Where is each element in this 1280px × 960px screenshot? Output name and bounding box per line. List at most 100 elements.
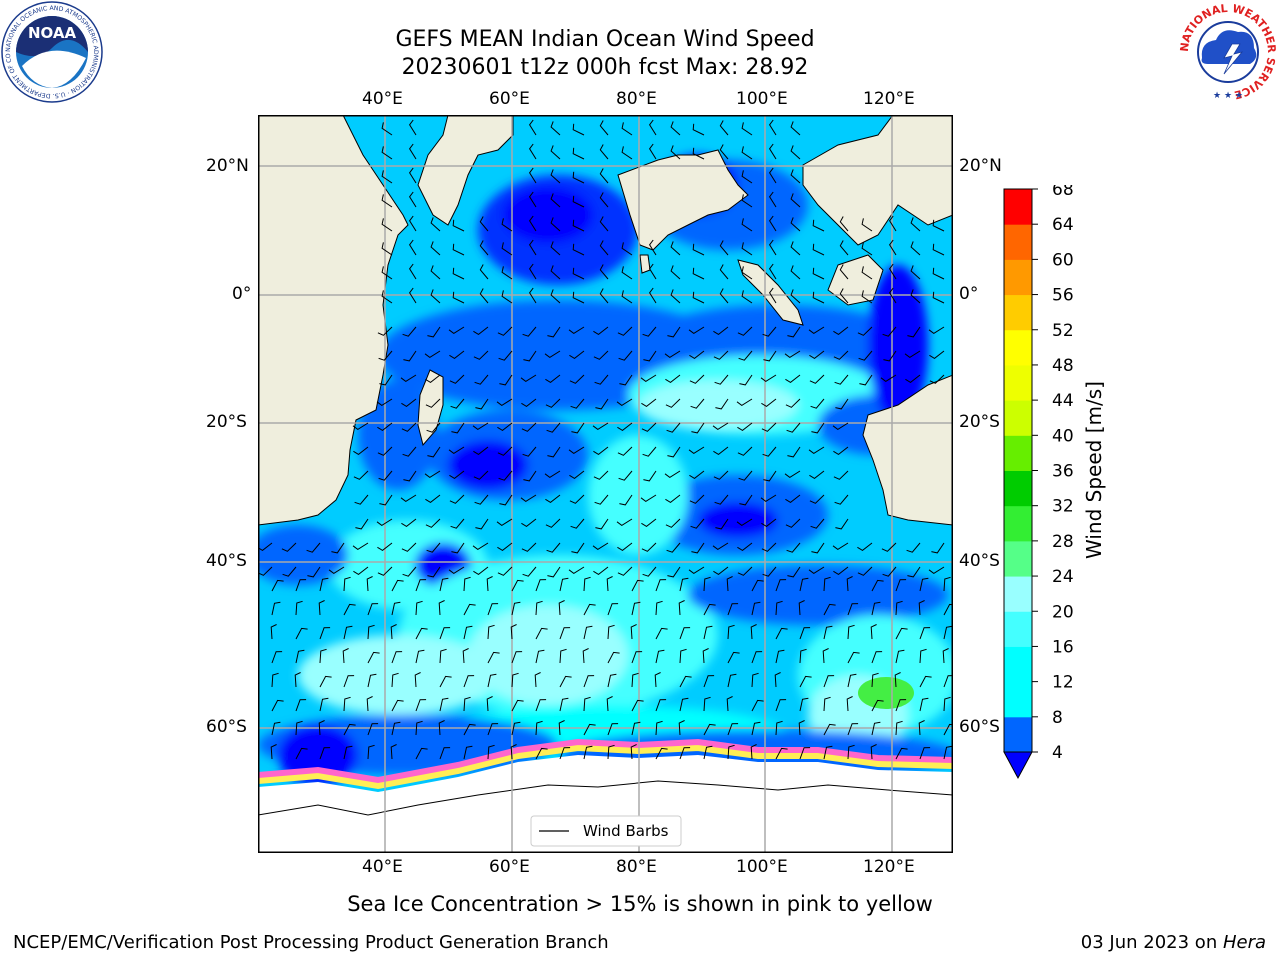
wind-barb	[834, 494, 849, 505]
wind-barb	[451, 422, 465, 434]
wind-barb	[607, 624, 615, 640]
wind-barb	[547, 566, 561, 578]
wind-barb	[438, 600, 445, 616]
top-lon-label-80e: 80°E	[616, 89, 657, 109]
wind-barb	[391, 651, 403, 664]
wind-barb	[528, 191, 537, 208]
wind-barb	[719, 264, 729, 280]
noaa-logo-text: NOAA	[28, 24, 77, 42]
wind-barb	[726, 576, 733, 592]
left-lat-label-20n: 20°N	[206, 156, 249, 176]
wind-barb	[352, 542, 369, 551]
wind-barb	[691, 542, 705, 554]
wind-barb	[426, 542, 441, 553]
wind-barb	[270, 624, 277, 640]
wind-barb	[810, 518, 825, 529]
wind-barb	[719, 144, 729, 160]
wind-barb	[775, 699, 787, 712]
wind-barb	[270, 744, 277, 760]
wind-barb	[400, 494, 417, 503]
wind-barb	[472, 422, 489, 431]
wind-barb	[343, 625, 353, 640]
wind-barb	[631, 699, 644, 712]
wind-barb	[847, 723, 859, 736]
wind-barb	[473, 326, 489, 336]
wind-barb	[521, 422, 537, 432]
wind-barb	[501, 242, 513, 256]
wind-barb	[376, 518, 393, 527]
wind-barb	[593, 350, 609, 360]
wind-barb	[809, 350, 825, 360]
sea-ice-note: Sea Ice Concentration > 15% is shown in …	[347, 892, 933, 916]
wind-barb	[679, 577, 689, 592]
wind-barb	[377, 566, 393, 576]
wind-barb	[377, 542, 393, 552]
wind-barb	[775, 747, 788, 760]
wind-barb	[823, 696, 831, 712]
wind-barb	[655, 627, 668, 640]
wind-barb	[648, 287, 657, 304]
wind-barb	[833, 350, 849, 360]
colorbar-segment	[1004, 716, 1032, 753]
wind-barb	[282, 566, 297, 577]
wind-barb	[741, 122, 753, 136]
wind-barb	[343, 675, 355, 688]
colorbar-tick-label: 40	[1052, 426, 1074, 446]
wind-barb	[408, 239, 417, 256]
wind-barb	[655, 720, 663, 736]
colorbar-tick-label: 68	[1052, 185, 1074, 200]
wind-barb	[857, 326, 873, 336]
wind-barb	[943, 696, 951, 712]
wind-barb	[535, 627, 548, 640]
wind-barb	[523, 350, 537, 362]
wind-barb	[306, 542, 321, 553]
wind-barb	[599, 144, 609, 160]
wind-barb	[738, 350, 753, 361]
wind-barb	[497, 422, 513, 432]
wind-barb	[932, 243, 945, 256]
wind-barb	[430, 265, 441, 280]
wind-barb	[727, 603, 739, 616]
wind-barb	[719, 240, 729, 256]
wind-barb	[894, 672, 901, 688]
wind-barb	[448, 326, 465, 335]
wind-barb	[558, 720, 565, 736]
wind-barb	[799, 675, 812, 688]
wind-barb	[449, 374, 465, 384]
colorbar-segment	[1004, 294, 1032, 331]
wind-barb	[617, 446, 633, 456]
colorbar-segment	[1004, 611, 1032, 647]
wind-barb	[535, 720, 543, 736]
wind-barb	[642, 326, 657, 337]
wind-barb	[403, 470, 417, 482]
wind-barb	[408, 287, 417, 304]
wind-barb	[871, 601, 881, 616]
map-legend: Wind Barbs	[530, 815, 682, 847]
wind-barb	[463, 745, 473, 760]
colorbar-under-extension	[1003, 751, 1033, 780]
wind-barb	[631, 601, 641, 616]
wind-barb	[452, 267, 465, 280]
wind-barb	[319, 577, 329, 592]
wind-barb	[727, 744, 735, 760]
wind-barb	[381, 194, 393, 208]
wind-barb	[641, 518, 657, 528]
wind-barb	[583, 696, 591, 712]
wind-barb	[713, 446, 729, 456]
wind-barb	[430, 289, 441, 304]
wind-barb	[703, 576, 711, 592]
wind-barb	[583, 603, 596, 616]
wind-barb	[550, 265, 561, 280]
wind-barb	[910, 217, 921, 232]
wind-barb	[761, 422, 777, 432]
wind-barb	[271, 672, 279, 688]
wind-barb	[692, 147, 705, 160]
wind-barb	[857, 542, 873, 552]
wind-barb	[511, 699, 524, 712]
wind-barb	[943, 576, 951, 592]
wind-barb	[642, 446, 657, 457]
wind-barb	[895, 579, 907, 592]
wind-barb	[619, 494, 633, 506]
wind-barb	[618, 350, 633, 361]
wind-barb	[715, 518, 729, 530]
